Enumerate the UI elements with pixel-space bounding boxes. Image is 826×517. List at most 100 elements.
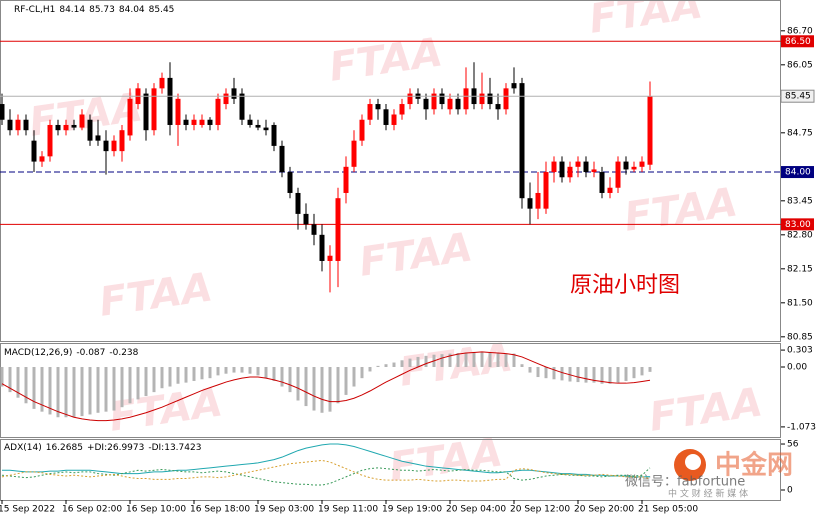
candle-body xyxy=(287,172,293,193)
candle-body xyxy=(423,98,429,110)
histogram-bar xyxy=(176,366,180,384)
candle-body xyxy=(527,198,533,209)
header: ADX(14) 16.2685 +DI:26.9973 -DI:13.7423 xyxy=(4,443,201,453)
histogram-bar xyxy=(112,366,116,411)
header-part: RF-CL,H1 xyxy=(14,5,55,15)
candle-body xyxy=(71,124,77,128)
y-tick-label: 0.00 xyxy=(787,362,807,372)
candle-body xyxy=(15,119,21,131)
price-label: 85.45 xyxy=(785,92,811,102)
candle-body xyxy=(495,104,501,110)
level-box xyxy=(781,218,814,231)
candle-body xyxy=(7,119,13,131)
candle-body xyxy=(383,109,389,125)
candle-body xyxy=(487,93,493,105)
candle-body xyxy=(631,166,637,170)
candle-body xyxy=(519,83,525,199)
histogram-bar xyxy=(384,364,388,367)
histogram-bar xyxy=(480,351,484,367)
histogram-bar xyxy=(448,353,452,367)
candle-body xyxy=(447,98,453,110)
histogram-bar xyxy=(72,366,76,418)
legend-name: +DI: xyxy=(87,443,107,453)
y-tick-label: 80.85 xyxy=(787,332,813,342)
header-part: 85.45 xyxy=(149,5,175,15)
candle-body xyxy=(191,119,197,125)
histogram-bar xyxy=(120,366,124,408)
y-tick-label: 0 xyxy=(787,485,793,495)
histogram-bar xyxy=(0,366,4,387)
histogram-bar xyxy=(216,366,220,376)
candle-body xyxy=(375,104,381,110)
adx-panel xyxy=(0,439,781,501)
histogram-bar xyxy=(512,353,516,367)
header-part: 84.14 xyxy=(59,5,85,15)
x-tick-label: 20 Sep 20:00 xyxy=(574,505,634,515)
candle-body xyxy=(39,156,45,162)
candle-body xyxy=(335,198,341,261)
histogram-bar xyxy=(136,366,140,400)
candle-body xyxy=(215,98,221,125)
candle-body xyxy=(463,88,469,110)
x-tick-label: 16 Sep 02:00 xyxy=(62,505,122,515)
candle-body xyxy=(511,83,517,89)
histogram-bar xyxy=(152,366,156,393)
candle-body xyxy=(143,93,149,131)
histogram-bar xyxy=(328,366,332,412)
candle-body xyxy=(31,140,37,162)
histogram-bar xyxy=(456,353,460,367)
candle-body xyxy=(87,119,93,141)
annotation: 原油小时图 xyxy=(570,273,680,298)
logo-name: 中金网 xyxy=(715,450,793,481)
candle-body xyxy=(639,161,645,167)
histogram-bar xyxy=(576,366,580,383)
histogram-bar xyxy=(352,366,356,387)
logo-slogan: 中 文 财 经 新 媒 体 xyxy=(668,488,748,500)
x-tick-label: 16 Sep 10:00 xyxy=(126,505,186,515)
candle-body xyxy=(359,119,365,141)
candle-body xyxy=(615,161,621,188)
candle-body xyxy=(223,93,229,105)
candle-body xyxy=(103,140,109,152)
x-tick-label: 20 Sep 12:00 xyxy=(510,505,570,515)
histogram-bar xyxy=(560,366,564,381)
histogram-bar xyxy=(56,366,60,418)
y-tick-label: 86.05 xyxy=(787,60,813,70)
x-tick-label: 19 Sep 11:00 xyxy=(318,505,378,515)
candle-body xyxy=(647,96,653,165)
histogram-bar xyxy=(160,366,164,389)
histogram-bar xyxy=(400,360,404,367)
indicator-line xyxy=(2,443,651,478)
histogram-bar xyxy=(16,366,20,398)
candle-body xyxy=(55,124,61,131)
main-panel xyxy=(0,0,781,342)
histogram-bar xyxy=(24,366,28,404)
histogram-bar xyxy=(624,366,628,381)
candle-body xyxy=(327,255,333,261)
histogram-bar xyxy=(128,366,132,404)
histogram-bar xyxy=(192,366,196,381)
candle-body xyxy=(0,104,5,120)
candle-body xyxy=(175,98,181,125)
histogram-bar xyxy=(288,366,292,393)
header: RF-CL,H1 84.14 85.73 84.04 85.45 xyxy=(14,5,174,15)
y-tick-label: 81.50 xyxy=(787,298,813,308)
candle-body xyxy=(199,119,205,125)
histogram-bar xyxy=(600,366,604,384)
candle-body xyxy=(351,140,357,167)
header-part: 84.04 xyxy=(119,5,145,15)
histogram-bar xyxy=(616,366,620,383)
histogram-bar xyxy=(528,366,532,373)
candle-body xyxy=(575,161,581,167)
wechat: 微信号：fabfortune xyxy=(625,475,745,490)
legend-value: 26.9973 xyxy=(107,443,144,453)
histogram-bar xyxy=(584,366,588,383)
x-tick-label: 20 Sep 04:00 xyxy=(446,505,506,515)
candle-body xyxy=(279,145,285,173)
histogram-bar xyxy=(568,366,572,382)
histogram-bar xyxy=(504,353,508,367)
histogram-bar xyxy=(48,366,52,415)
histogram-bar xyxy=(344,366,348,395)
histogram-bar xyxy=(320,366,324,413)
histogram-bar xyxy=(608,366,612,384)
